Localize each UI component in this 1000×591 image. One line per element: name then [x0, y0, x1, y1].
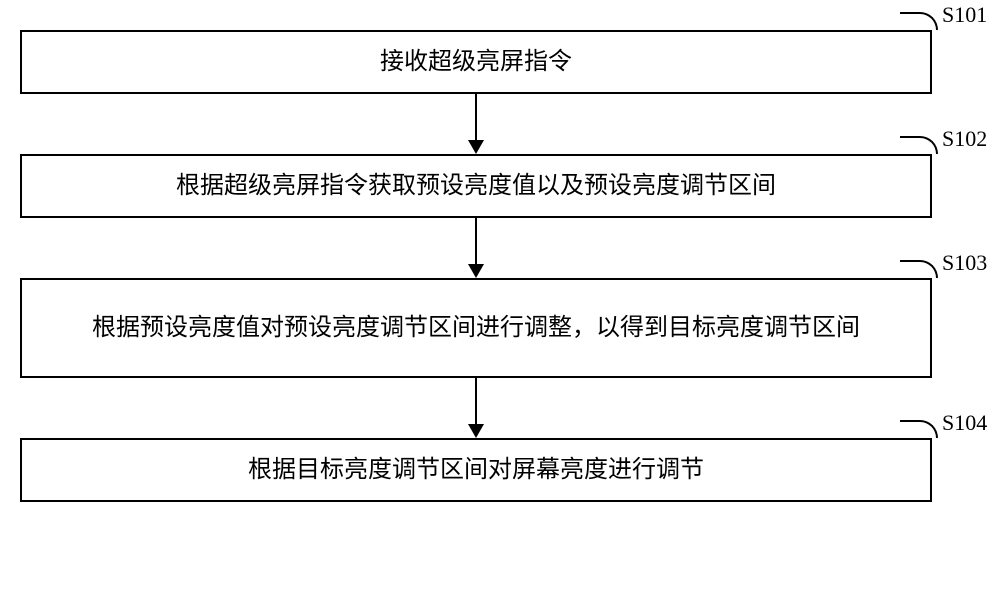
step-text: 根据目标亮度调节区间对屏幕亮度进行调节 — [248, 452, 704, 488]
step-text: 根据预设亮度值对预设亮度调节区间进行调整，以得到目标亮度调节区间 — [92, 310, 860, 346]
step-box-s101: 接收超级亮屏指令 — [20, 30, 932, 94]
arrow-2 — [464, 218, 488, 278]
arrow-1 — [464, 94, 488, 154]
step-box-s104: 根据目标亮度调节区间对屏幕亮度进行调节 — [20, 438, 932, 502]
step-label-s102: S102 — [942, 126, 987, 152]
leader-s104 — [900, 420, 938, 438]
step-label-s104: S104 — [942, 410, 987, 436]
step-label-s103: S103 — [942, 250, 987, 276]
leader-s101 — [900, 12, 938, 30]
flowchart-canvas: 接收超级亮屏指令 根据超级亮屏指令获取预设亮度值以及预设亮度调节区间 根据预设亮… — [0, 0, 1000, 591]
step-text: 接收超级亮屏指令 — [380, 44, 572, 80]
leader-s102 — [900, 136, 938, 154]
step-box-s103: 根据预设亮度值对预设亮度调节区间进行调整，以得到目标亮度调节区间 — [20, 278, 932, 378]
arrow-3 — [464, 378, 488, 438]
step-label-s101: S101 — [942, 2, 987, 28]
step-text: 根据超级亮屏指令获取预设亮度值以及预设亮度调节区间 — [176, 168, 776, 204]
step-box-s102: 根据超级亮屏指令获取预设亮度值以及预设亮度调节区间 — [20, 154, 932, 218]
leader-s103 — [900, 260, 938, 278]
